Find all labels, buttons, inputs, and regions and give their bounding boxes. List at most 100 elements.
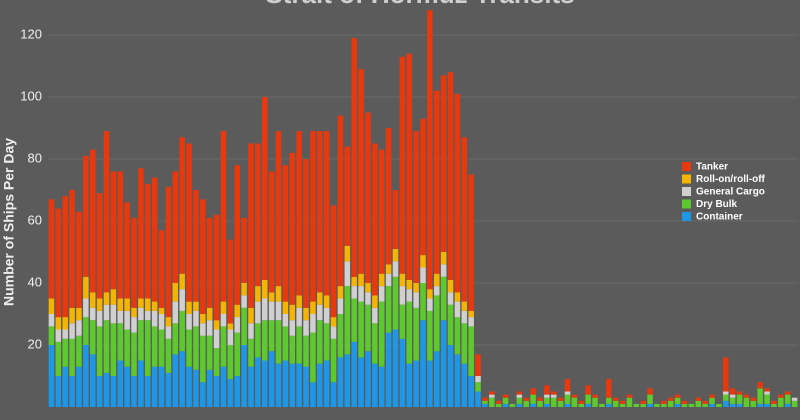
bar-segment (365, 112, 371, 283)
bar-segment (764, 391, 770, 395)
bar-segment (482, 400, 488, 404)
bar-segment (530, 403, 536, 407)
bar-segment (282, 301, 289, 314)
bar-segment (681, 400, 688, 404)
bar-segment (378, 149, 385, 274)
bar-segment (612, 397, 619, 401)
bar-segment (764, 394, 770, 404)
bar-segment (117, 298, 123, 311)
bar-segment (564, 391, 571, 395)
bar-segment (89, 149, 96, 293)
legend-swatch (682, 162, 691, 171)
bar-segment (62, 317, 68, 330)
bar-segment (372, 363, 378, 407)
bar-segment (633, 403, 640, 407)
legend-swatch (682, 174, 691, 184)
bar-segment (248, 338, 254, 367)
bar-segment (571, 397, 578, 407)
bar-segment (145, 376, 151, 407)
bar-segment (76, 307, 82, 321)
bar-segment (385, 128, 392, 265)
bar-segment (275, 363, 282, 407)
y-tick-label: 40 (28, 274, 42, 289)
bar-segment (757, 403, 763, 407)
bar-segment (282, 314, 289, 327)
bar-segment (640, 403, 646, 407)
bar-segment (434, 351, 440, 407)
bar-segment (482, 397, 488, 401)
bar-segment (193, 326, 199, 370)
bar-segment (303, 159, 309, 308)
bar-segment (723, 394, 729, 401)
bar-segment (179, 310, 185, 352)
bar-segment (165, 186, 172, 318)
bar-segment (413, 283, 419, 293)
legend-label: Container (696, 212, 743, 223)
bar-segment (213, 320, 220, 330)
bar-segment (392, 329, 399, 407)
bar-segment (544, 385, 550, 395)
bar-segment (399, 286, 406, 305)
bar-segment (220, 314, 227, 327)
bar-segment (206, 320, 213, 336)
bar-segment (131, 332, 137, 376)
bar-segment (227, 329, 234, 345)
bar-segment (709, 403, 715, 407)
bar-segment (647, 394, 653, 404)
bar-segment (76, 211, 82, 308)
bar-segment (131, 376, 137, 407)
bar-segment (96, 310, 103, 327)
bar-segment (413, 292, 419, 308)
bar-segment (778, 394, 784, 398)
bar-segment (323, 131, 330, 296)
bar-segment (151, 366, 158, 407)
bar-segment (468, 317, 474, 327)
bar-segment (206, 335, 213, 370)
bar-segment (516, 394, 523, 398)
bar-segment (489, 394, 495, 398)
bar-segment (193, 310, 199, 327)
bar-segment (358, 69, 364, 274)
bar-segment (585, 394, 591, 404)
bar-segment (592, 394, 598, 398)
bar-segment (385, 286, 392, 333)
bar-segment (337, 298, 344, 314)
bar-segment (764, 388, 770, 392)
bar-segment (406, 301, 412, 364)
bar-segment (303, 307, 309, 321)
bar-segment (427, 310, 433, 361)
bar-segment (323, 323, 330, 361)
bar-segment (179, 273, 185, 290)
bar-segment (750, 400, 757, 407)
bar-segment (502, 397, 509, 404)
bar-segment (248, 323, 254, 339)
bar-segment (234, 165, 240, 305)
bar-segment (564, 379, 571, 392)
bar-segment (268, 351, 275, 407)
bar-segment (193, 190, 199, 302)
bar-segment (172, 301, 179, 324)
bar-segment (103, 131, 110, 293)
bar-segment (440, 320, 447, 407)
bar-segment (200, 323, 206, 336)
bar-segment (158, 307, 165, 314)
bar-segment (138, 298, 144, 308)
bar-segment (778, 397, 784, 407)
bar-segment (440, 75, 447, 252)
bar-segment (248, 307, 254, 324)
bar-segment (330, 317, 337, 327)
y-tick-label: 60 (28, 212, 42, 227)
bar-segment (310, 131, 316, 302)
bar-segment (165, 372, 172, 407)
bar-segment (268, 171, 275, 293)
bar-segment (193, 369, 199, 407)
bar-segment (434, 90, 440, 274)
bar-segment (282, 360, 289, 407)
bar-segment (234, 304, 240, 318)
bar-segment (544, 403, 550, 407)
bar-segment (303, 335, 309, 367)
bar-segment (138, 320, 144, 361)
bar-segment (62, 196, 68, 318)
bar-segment (647, 403, 653, 407)
